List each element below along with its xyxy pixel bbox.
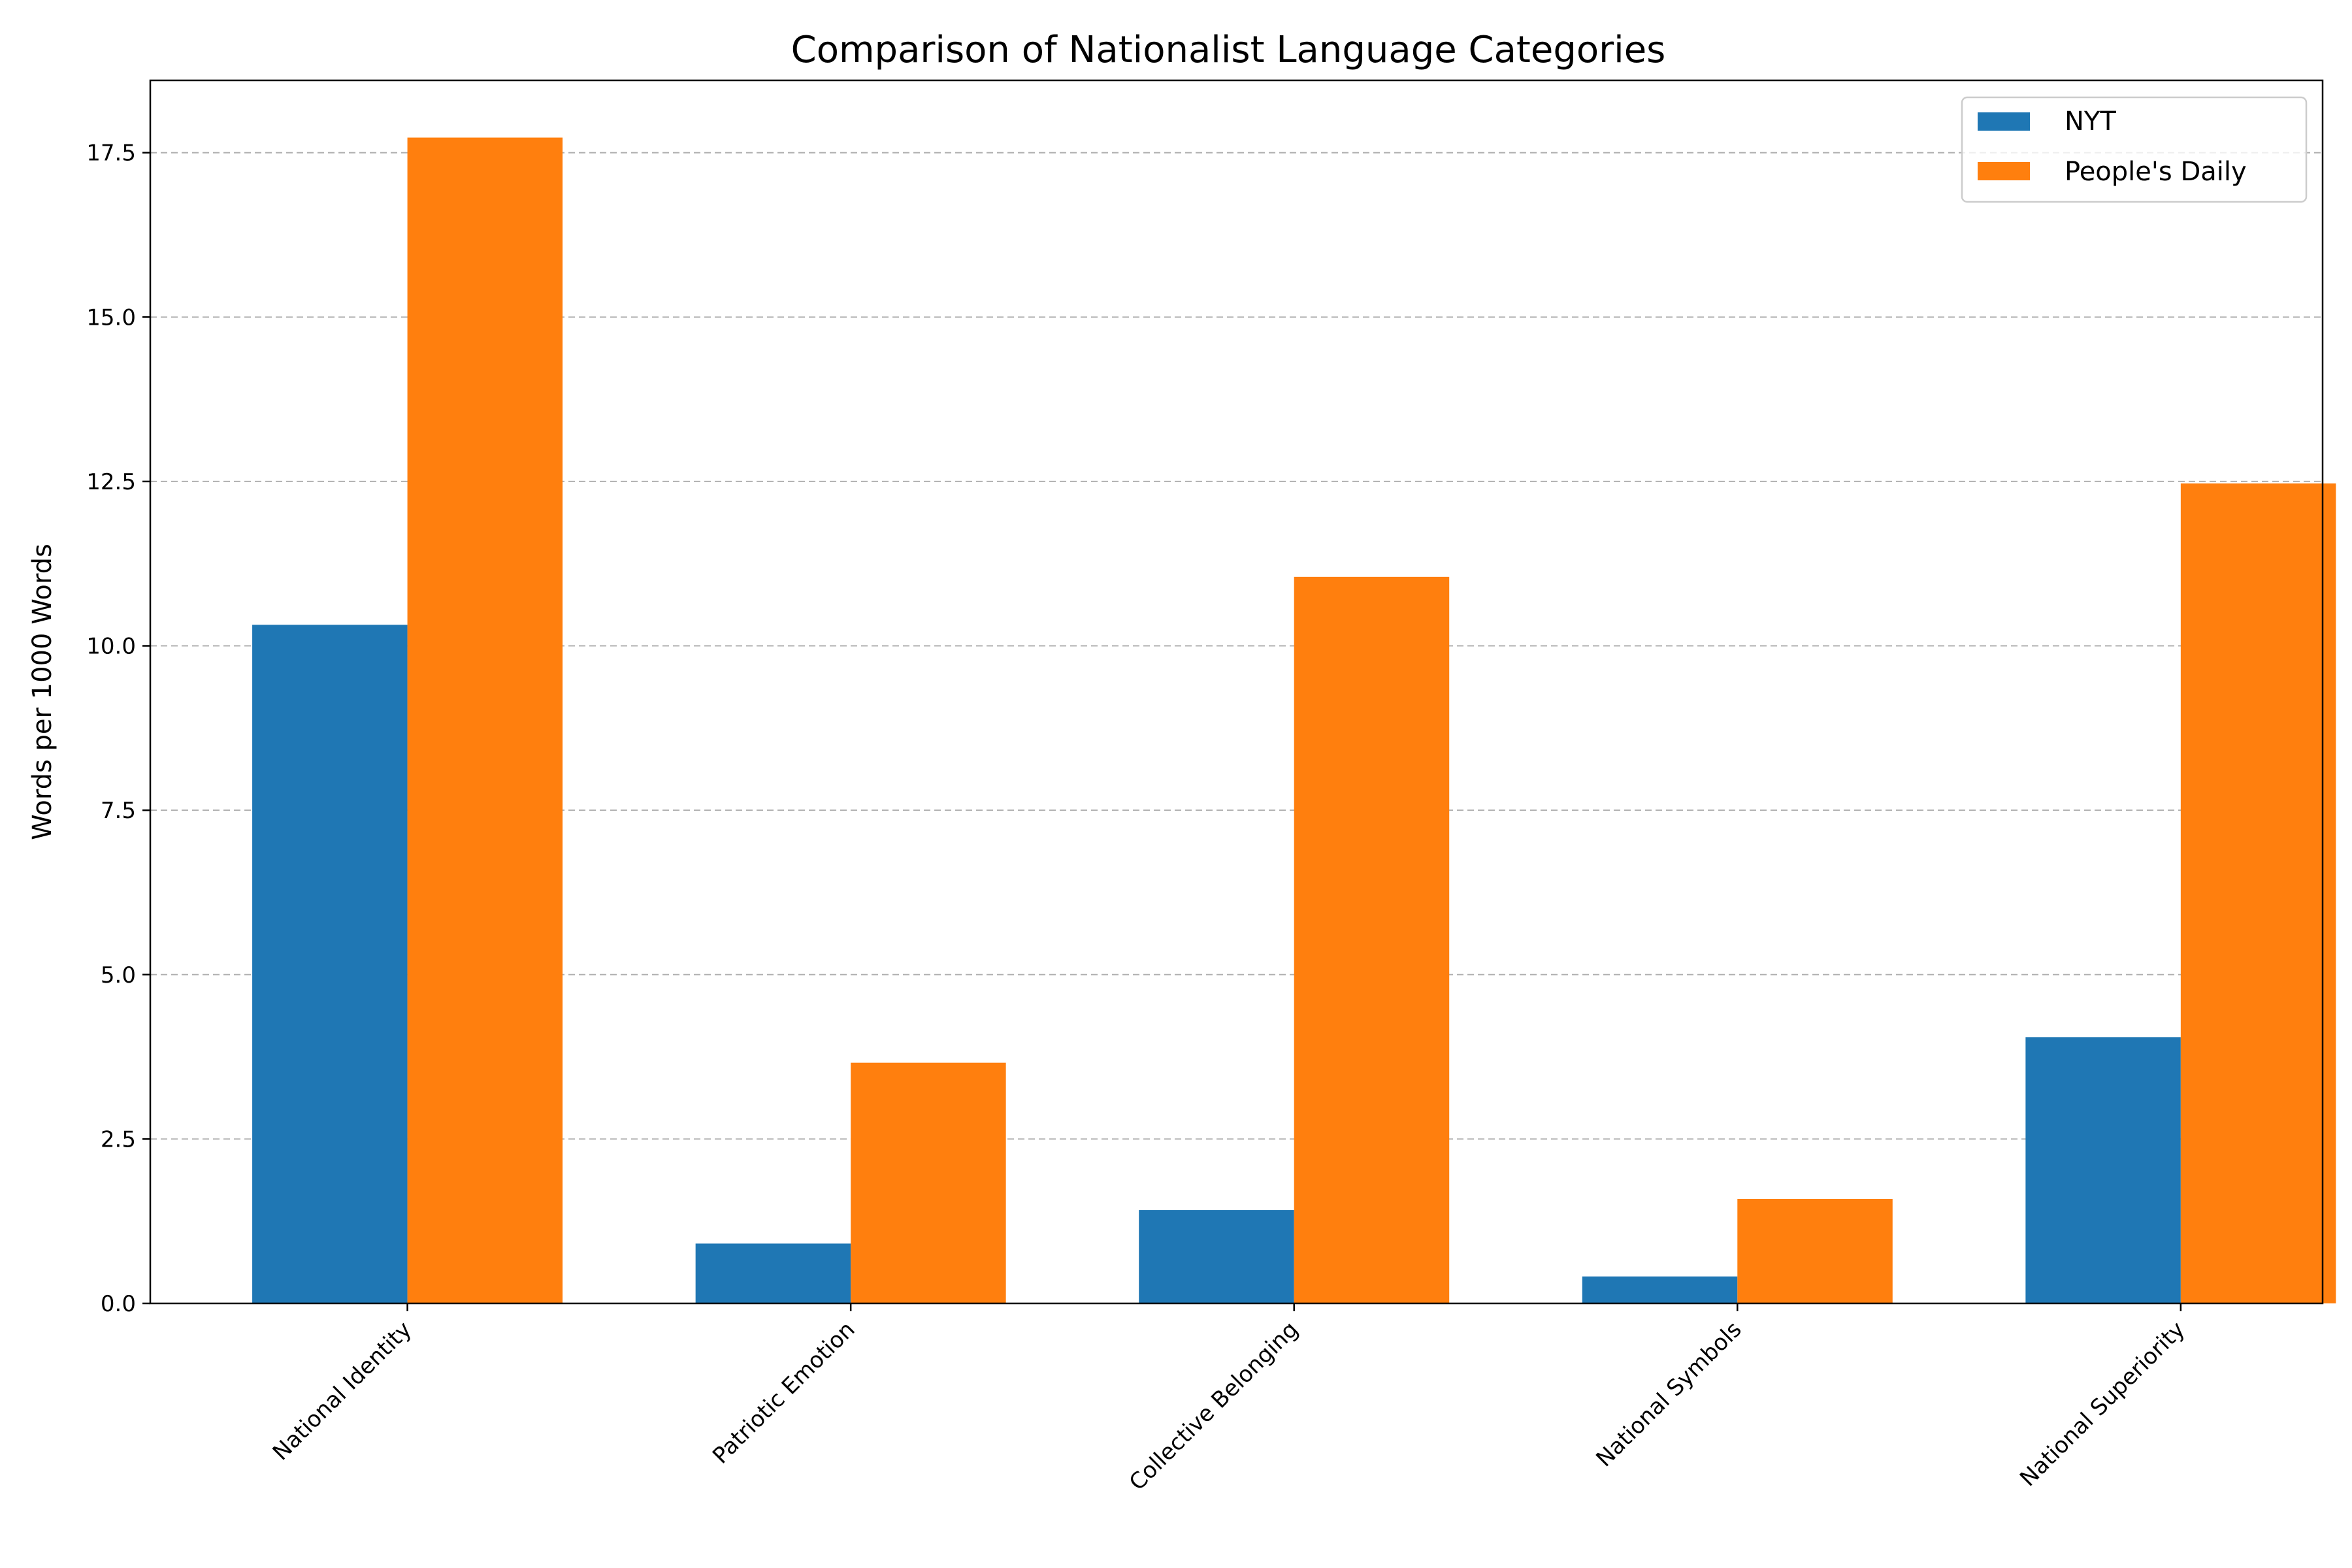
legend: NYT People's Daily	[1961, 96, 2308, 203]
legend-label-peoples-daily: People's Daily	[2065, 157, 2247, 187]
bar-nyt	[2025, 1037, 2181, 1303]
bar-people-s-daily	[2180, 483, 2336, 1303]
y-tick-label: 5.0	[101, 962, 136, 988]
bar-people-s-daily	[1294, 576, 1450, 1303]
y-tick-label: 10.0	[86, 634, 136, 660]
y-axis-title: Words per 1000 Words	[27, 544, 57, 840]
y-tick-label: 15.0	[86, 304, 136, 331]
bars	[252, 137, 2336, 1304]
y-tick-label: 17.5	[86, 140, 136, 167]
x-tick-label: Patriotic Emotion	[708, 1316, 860, 1469]
legend-label-nyt: NYT	[2065, 106, 2116, 137]
y-tick-label: 0.0	[101, 1291, 136, 1317]
bar-people-s-daily	[1737, 1198, 1893, 1303]
chart-title: Comparison of Nationalist Language Categ…	[791, 29, 1666, 71]
bar-people-s-daily	[851, 1062, 1006, 1303]
x-tick-label: National Symbols	[1591, 1316, 1746, 1472]
x-tick-label: National Identity	[268, 1316, 417, 1465]
bar-nyt	[252, 625, 408, 1303]
x-tick-label: National Superiority	[2015, 1316, 2190, 1492]
bar-people-s-daily	[407, 137, 563, 1304]
legend-swatch-nyt	[1978, 112, 2030, 131]
y-tick-label: 7.5	[101, 798, 136, 824]
y-tick-label: 12.5	[86, 469, 136, 495]
plot-frame	[149, 79, 2324, 1305]
y-tick-label: 2.5	[101, 1126, 136, 1152]
bar-nyt	[1582, 1276, 1738, 1303]
legend-swatch-peoples-daily	[1978, 162, 2030, 180]
legend-frame	[1961, 96, 2308, 203]
y-axis-ticks: 0.0 2.5 5.0 7.5 10.0 12.5 15.0 17.5	[86, 140, 150, 1317]
x-tick-label: Collective Belonging	[1124, 1316, 1303, 1495]
grid-lines	[150, 152, 2323, 1140]
bar-nyt	[1139, 1210, 1294, 1303]
bar-nyt	[695, 1243, 851, 1303]
x-axis-ticks: National Identity Patriotic Emotion Collec…	[268, 1303, 2190, 1495]
